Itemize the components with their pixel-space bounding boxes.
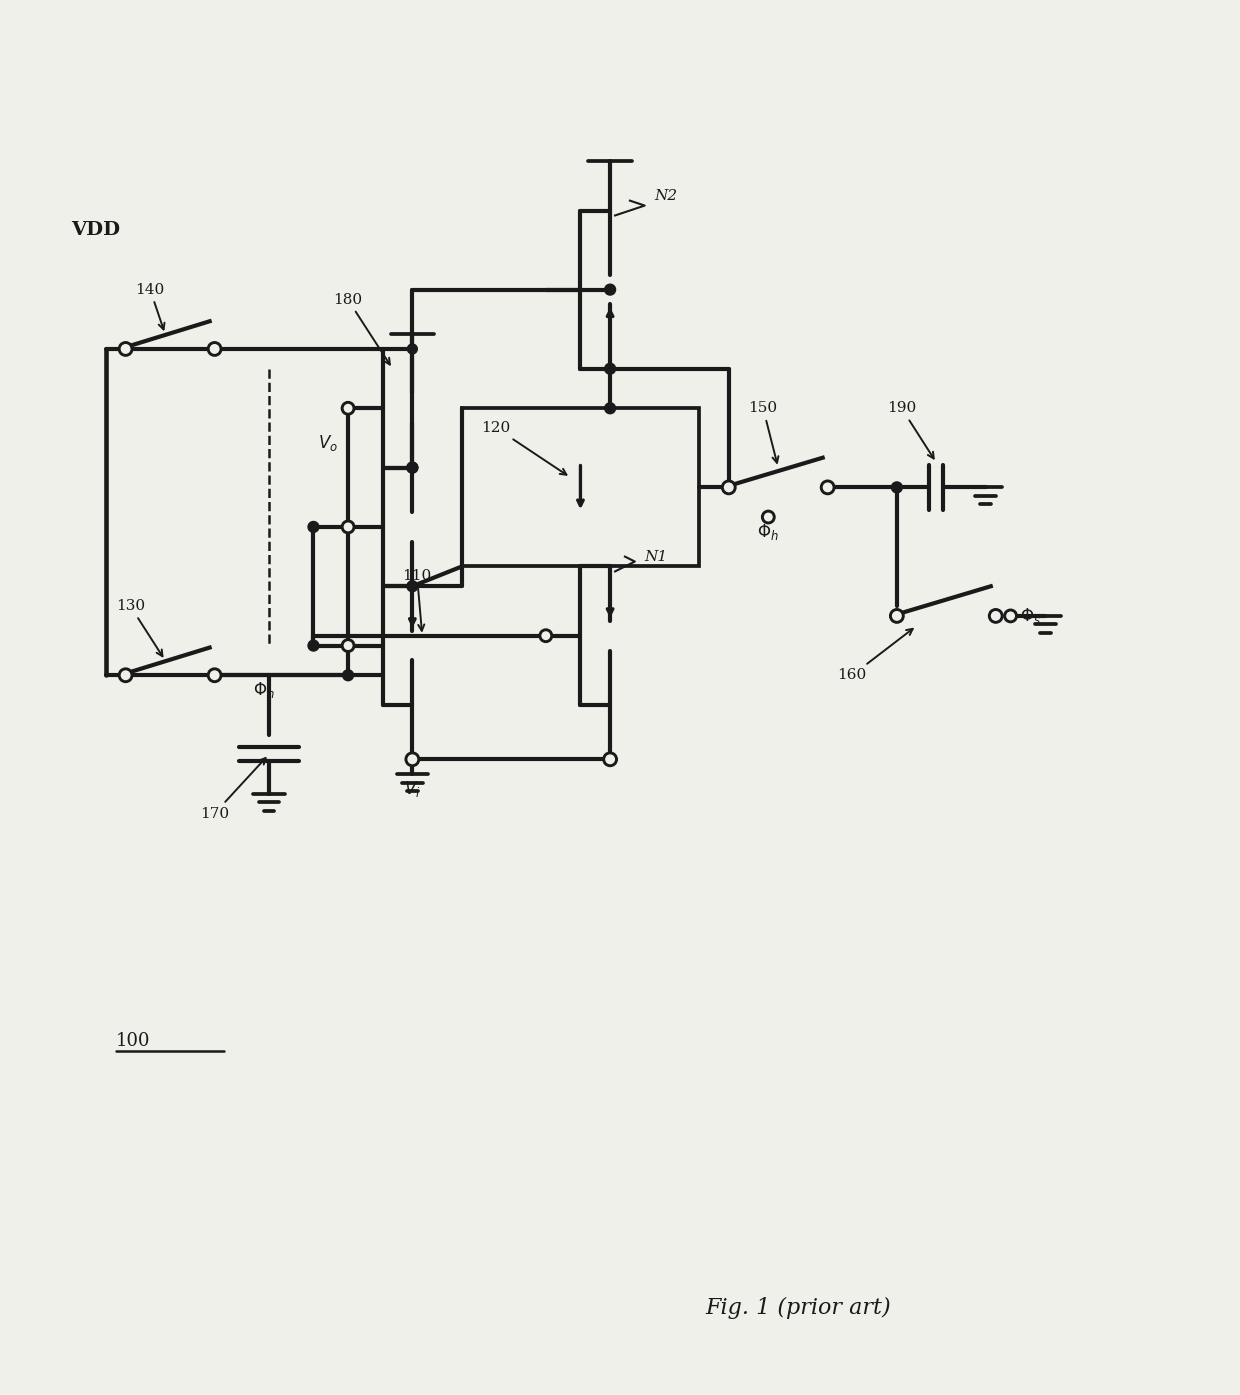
Circle shape <box>605 363 615 374</box>
Circle shape <box>539 629 552 642</box>
Text: $\Phi_s$: $\Phi_s$ <box>1021 605 1042 626</box>
Text: $\Phi_h$: $\Phi_h$ <box>758 522 779 541</box>
Text: VDD: VDD <box>72 222 120 240</box>
Circle shape <box>604 753 616 766</box>
Circle shape <box>308 522 319 533</box>
Circle shape <box>342 520 353 533</box>
Text: N1: N1 <box>645 550 668 564</box>
Circle shape <box>342 402 353 414</box>
Circle shape <box>763 511 774 523</box>
Text: 160: 160 <box>837 629 913 682</box>
Text: $V_o$: $V_o$ <box>319 432 339 453</box>
Circle shape <box>342 670 353 681</box>
Circle shape <box>342 402 353 414</box>
Text: 180: 180 <box>334 293 389 364</box>
Circle shape <box>342 403 353 414</box>
Text: 140: 140 <box>135 283 165 329</box>
Circle shape <box>119 668 131 682</box>
Text: N2: N2 <box>655 188 678 202</box>
Circle shape <box>1004 610 1017 622</box>
Circle shape <box>605 403 615 414</box>
Circle shape <box>723 481 734 492</box>
Text: 190: 190 <box>887 402 934 459</box>
Text: Fig. 1 (prior art): Fig. 1 (prior art) <box>706 1297 890 1320</box>
Circle shape <box>892 481 903 492</box>
Circle shape <box>405 753 419 766</box>
Circle shape <box>342 640 353 651</box>
Circle shape <box>990 610 1002 622</box>
Circle shape <box>208 343 221 356</box>
Text: 130: 130 <box>115 598 162 656</box>
Text: 170: 170 <box>200 757 265 820</box>
Text: $\Phi_h$: $\Phi_h$ <box>253 681 275 700</box>
Circle shape <box>407 462 418 473</box>
Circle shape <box>407 462 418 473</box>
Circle shape <box>890 610 903 622</box>
Circle shape <box>407 580 418 591</box>
Circle shape <box>723 481 735 494</box>
Text: 150: 150 <box>749 402 779 463</box>
Text: 110: 110 <box>403 569 432 631</box>
Circle shape <box>408 345 418 354</box>
Text: 120: 120 <box>481 421 567 474</box>
Circle shape <box>605 285 615 296</box>
Text: 100: 100 <box>115 1032 150 1050</box>
Text: $V_i$: $V_i$ <box>404 778 420 799</box>
Circle shape <box>821 481 835 494</box>
Circle shape <box>208 668 221 682</box>
Circle shape <box>119 343 131 356</box>
Circle shape <box>308 640 319 651</box>
